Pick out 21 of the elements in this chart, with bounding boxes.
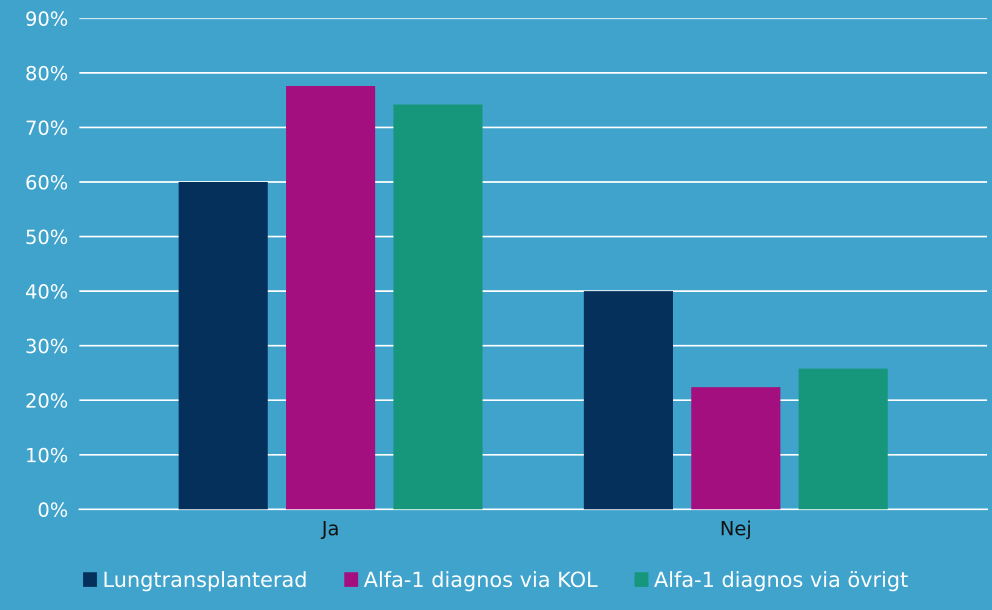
- bar: [286, 86, 376, 510]
- bar: [691, 387, 780, 510]
- y-tick-label: 30%: [26, 338, 68, 354]
- legend-label: Lungtransplanterad: [104, 571, 306, 592]
- legend-label: Alfa-1 diagnos via övrigt: [654, 571, 908, 592]
- x-tick-label: Nej: [722, 520, 750, 540]
- y-tick-label: 40%: [26, 284, 68, 299]
- bar: [393, 104, 483, 510]
- bar: [178, 182, 268, 510]
- y-tick-label: 60%: [26, 174, 68, 190]
- y-tick-label: 0%: [38, 502, 68, 518]
- y-tick-label: 70%: [26, 120, 68, 136]
- x-tick-label: Ja: [320, 521, 338, 540]
- y-tick-label: 10%: [27, 448, 68, 462]
- y-tick-label: 80%: [26, 66, 68, 81]
- legend-label: Alfa-1 diagnos via KOL: [364, 571, 598, 592]
- bar: [798, 368, 888, 510]
- bar: [584, 291, 673, 510]
- y-tick-label: 90%: [26, 11, 68, 26]
- y-tick-label: 50%: [26, 230, 68, 244]
- y-tick-label: 20%: [26, 393, 68, 408]
